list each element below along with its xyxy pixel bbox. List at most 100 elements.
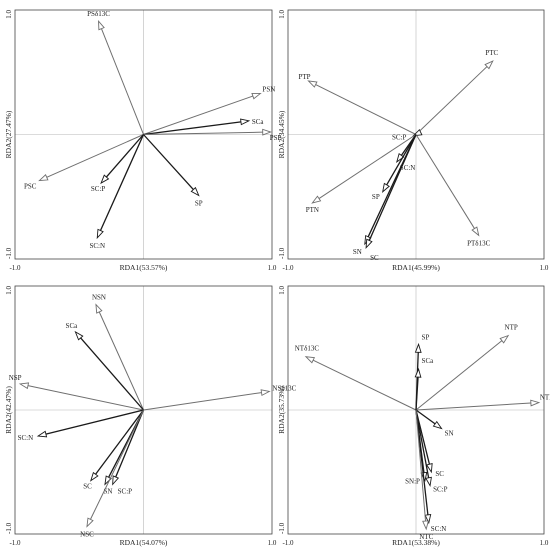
vector-label: SP: [195, 200, 203, 208]
vector-label: SN:P: [405, 478, 420, 486]
vector-label: PTN: [306, 206, 319, 214]
vector-arrow: SCa: [414, 357, 435, 411]
vector-arrow: PSP: [143, 128, 282, 142]
vector-label: NSδ13C: [272, 384, 296, 392]
y-tick-label-min: -1.0: [5, 247, 13, 259]
x-tick-label-min: -1.0: [282, 539, 294, 547]
vector-shaft: [143, 95, 254, 135]
vector-shaft: [315, 84, 417, 135]
vector-shaft: [95, 409, 145, 475]
vector-label: SC: [83, 483, 92, 491]
arrow-head-icon: [530, 399, 541, 407]
vector-arrow: PTC: [415, 49, 499, 135]
vector-label: SC:N: [400, 164, 416, 172]
vector-label: SN: [103, 487, 112, 495]
vector-label: SC:P: [91, 185, 106, 193]
vector-label: SC:P: [392, 134, 407, 142]
vector-arrow: SC: [83, 409, 145, 491]
vector-label: PSC: [24, 183, 37, 191]
y-tick-label-max: 1.0: [5, 10, 13, 19]
y-axis-label: RDA2(35.73%): [277, 386, 286, 434]
vector-arrow: NTN: [415, 394, 550, 411]
arrow-head-icon: [190, 186, 200, 197]
vector-arrow: SC:N: [89, 134, 145, 250]
vector-arrow: PTδ13C: [415, 134, 491, 247]
vector-arrow: SP: [143, 134, 203, 208]
vector-shaft: [99, 134, 145, 231]
rda-panel-1: -1.0 1.0 1.0 -1.0 RDA1(53.57%) RDA2(27.47%) PS…: [4, 10, 282, 273]
vector-arrow: SC: [365, 134, 417, 262]
arrow-head-icon: [396, 152, 405, 164]
plot-frame: [287, 285, 545, 535]
rda-panel-4: -1.0 1.0 1.0 -1.0 RDA1(53.38%) RDA2(35.73%) SP…: [277, 286, 550, 548]
arrow-head-icon: [471, 226, 480, 237]
vector-label: NTP: [505, 324, 518, 332]
arrow-head-icon: [90, 471, 99, 482]
x-axis-label: RDA1(45.99%): [392, 263, 440, 272]
arrow-head-icon: [100, 174, 110, 185]
vector-label: PTδ13C: [467, 239, 490, 247]
vector-arrow: SCa: [66, 322, 144, 411]
vector-label: NSC: [80, 531, 94, 539]
vector-shaft: [105, 134, 144, 178]
vector-label: SN: [445, 430, 454, 438]
vector-label: SCa: [66, 322, 79, 330]
vector-label: SP: [372, 193, 380, 201]
vector-label: SN: [353, 248, 362, 256]
vector-shaft: [415, 402, 531, 411]
vector-label: NSP: [9, 374, 22, 382]
arrow-head-icon: [251, 92, 262, 100]
vector-arrow: PSδ13C: [87, 10, 144, 135]
arrow-head-icon: [484, 60, 494, 70]
y-axis-label: RDA2(34.45%): [277, 110, 286, 158]
vector-label: NTδ13C: [295, 345, 320, 353]
vector-label: SC: [370, 254, 379, 262]
y-tick-label-min: -1.0: [278, 522, 286, 534]
vector-arrow: SC:P: [415, 409, 448, 494]
arrow-head-icon: [304, 356, 316, 364]
vector-arrow: NTC: [415, 409, 434, 541]
arrow-head-icon: [425, 476, 432, 487]
vector-shaft: [312, 359, 417, 411]
x-tick-label-max: 1.0: [268, 264, 277, 272]
vector-label: SC:N: [89, 242, 105, 250]
plot-frame: [14, 9, 273, 260]
vector-label: SC:N: [431, 525, 447, 533]
vector-label: NTC: [419, 533, 433, 541]
arrow-head-icon: [262, 128, 273, 136]
arrow-head-icon: [74, 330, 84, 341]
y-axis-label: RDA2(27.47%): [4, 110, 13, 158]
y-tick-label-min: -1.0: [278, 247, 286, 259]
vector-arrow: PTN: [306, 134, 417, 214]
x-tick-label-max: 1.0: [268, 539, 277, 547]
vector-shaft: [27, 385, 144, 411]
vector-arrow: PSN: [143, 85, 275, 135]
arrow-head-icon: [414, 342, 422, 353]
vector-label: SC:P: [433, 486, 448, 494]
vector-arrow: SCa: [143, 118, 264, 136]
x-axis-label: RDA1(54.07%): [120, 538, 168, 547]
vector-shaft: [90, 409, 144, 520]
vector-shaft: [80, 337, 144, 411]
rda-panel-3: -1.0 1.01.0-1.0RDA1(54.07%)RDA2(42.47%)NS…: [4, 286, 297, 548]
x-tick-label-min: -1.0: [9, 539, 21, 547]
arrow-head-icon: [365, 238, 373, 250]
arrow-head-icon: [112, 475, 120, 486]
vector-arrow: NSN: [92, 294, 144, 411]
x-tick-label-max: 1.0: [540, 539, 549, 547]
arrow-head-icon: [36, 430, 48, 438]
vector-label: SCa: [422, 357, 435, 365]
arrow-head-icon: [18, 382, 30, 390]
vector-arrow: SP: [372, 134, 417, 201]
vector-shaft: [143, 392, 262, 411]
vector-arrow: NTδ13C: [295, 345, 417, 411]
x-axis-label: RDA1(53.57%): [120, 263, 168, 272]
vector-arrow: SC:N: [18, 409, 144, 442]
vector-shaft: [415, 134, 475, 229]
vector-shaft: [415, 340, 503, 411]
vector-shaft: [368, 134, 417, 241]
x-tick-label-min: -1.0: [9, 264, 21, 272]
arrow-head-icon: [311, 195, 322, 204]
vector-shaft: [46, 134, 144, 178]
